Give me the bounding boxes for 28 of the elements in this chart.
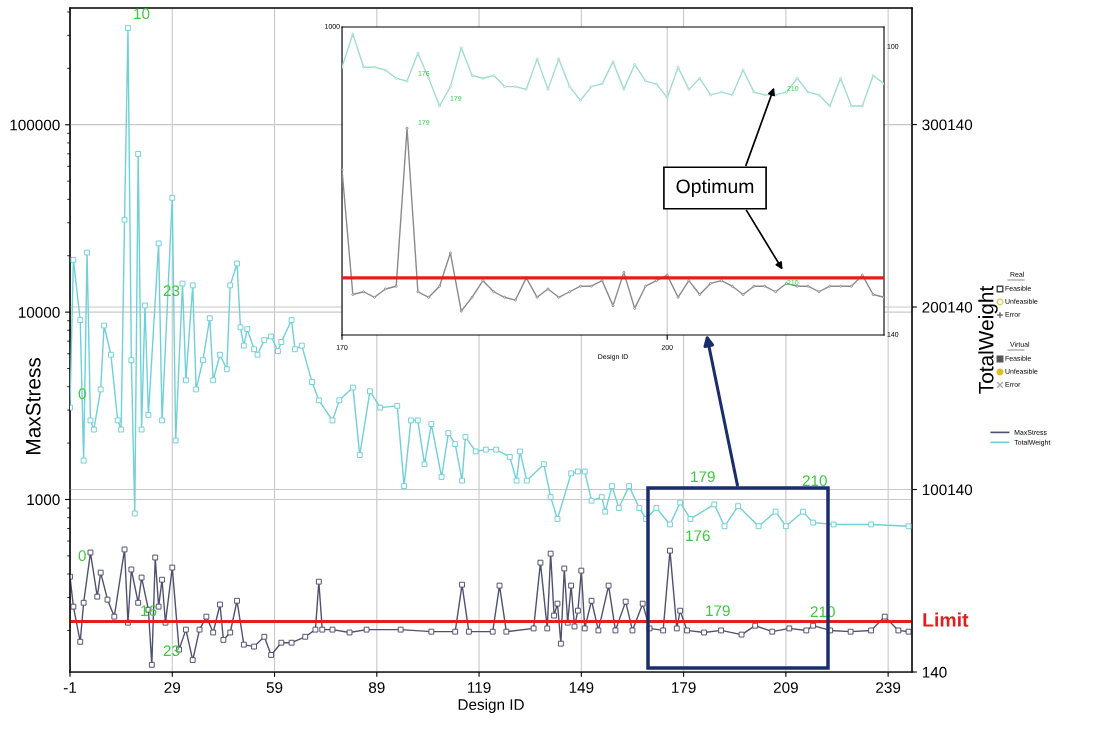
x-tick-label: 149 [569,682,594,693]
annotation: 10 [134,8,150,20]
y2-tick-label: 200140 [922,301,973,313]
x-axis-title: Design ID [458,698,524,713]
y-tick-label: 100000 [10,119,60,131]
annotation: 23 [163,645,180,657]
y2-tick-label: 140 [922,666,947,678]
y-tick-label: 1000 [27,494,60,506]
y-axis-title: MaxStress [25,357,41,454]
annotation: Optimum [676,178,754,198]
x-tick-label: 179 [672,682,696,693]
annotation: 179 [706,605,730,617]
y2-axis-title: TotalWeight [978,285,998,394]
annotation: 176 [686,530,710,542]
x-tick-label: 29 [164,682,181,693]
annotation: 0 [78,550,86,562]
x-tick-label: 89 [368,682,385,693]
y-tick-label: 10000 [18,306,60,318]
x-tick-label: 59 [266,682,283,693]
x-tick-label: -1 [63,682,77,693]
ref-line-label: Limit [923,612,969,627]
x-tick-label: 209 [773,682,798,693]
y2-tick-label: 300140 [922,119,973,131]
y2-tick-label: 100140 [922,484,973,496]
x-tick-label: 239 [876,682,901,693]
annotation: 210 [802,475,827,487]
x-tick-label: 119 [468,682,491,693]
annotation: 179 [691,471,715,483]
